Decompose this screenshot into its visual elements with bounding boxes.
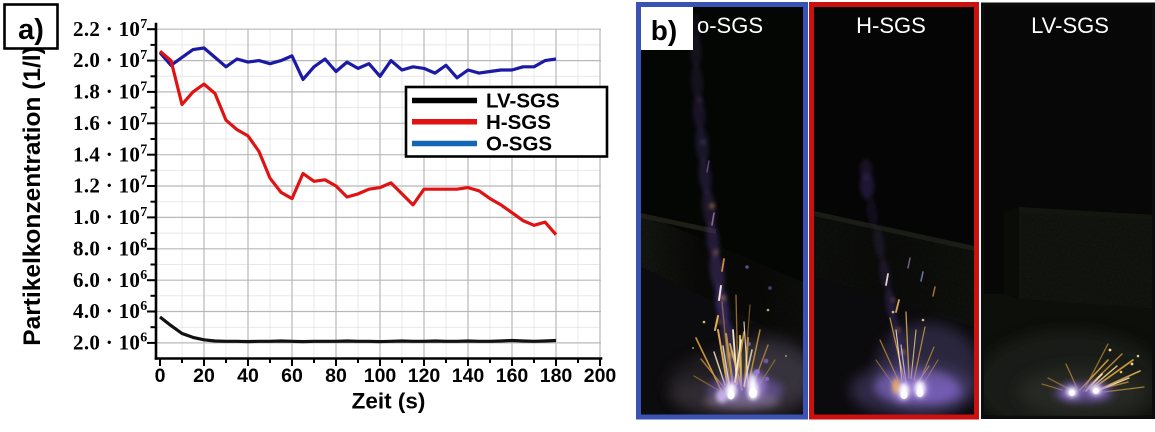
svg-text:1.4 · 107: 1.4 · 107: [73, 142, 147, 166]
svg-text:H-SGS: H-SGS: [856, 13, 926, 38]
svg-text:180: 180: [540, 365, 573, 387]
svg-text:Partikelkonzentration (1/l): Partikelkonzentration (1/l): [19, 46, 46, 346]
svg-text:2.2 · 107: 2.2 · 107: [73, 17, 147, 41]
svg-text:80: 80: [325, 365, 347, 387]
svg-text:120: 120: [408, 365, 441, 387]
svg-text:1.2 · 107: 1.2 · 107: [73, 174, 147, 198]
svg-text:140: 140: [452, 365, 485, 387]
svg-text:LV-SGS: LV-SGS: [486, 90, 560, 113]
svg-text:LV-SGS: LV-SGS: [1031, 13, 1109, 38]
svg-text:2.0 · 107: 2.0 · 107: [73, 48, 147, 72]
svg-text:8.0 · 106: 8.0 · 106: [73, 236, 147, 260]
svg-text:0: 0: [155, 365, 166, 387]
svg-text:100: 100: [364, 365, 397, 387]
svg-text:60: 60: [281, 365, 303, 387]
svg-text:O-SGS: O-SGS: [486, 133, 552, 156]
svg-text:b): b): [651, 15, 677, 46]
svg-text:40: 40: [237, 365, 259, 387]
svg-text:4.0 · 106: 4.0 · 106: [73, 299, 147, 323]
svg-text:1.6 · 107: 1.6 · 107: [73, 111, 147, 135]
svg-text:160: 160: [496, 365, 529, 387]
svg-text:20: 20: [193, 365, 215, 387]
svg-text:Zeit (s): Zeit (s): [352, 389, 426, 414]
svg-text:6.0 · 106: 6.0 · 106: [73, 268, 147, 292]
svg-text:200: 200: [584, 365, 617, 387]
svg-text:H-SGS: H-SGS: [486, 111, 551, 134]
svg-text:1.0 · 107: 1.0 · 107: [73, 205, 147, 229]
svg-text:a): a): [18, 14, 44, 46]
svg-text:o-SGS: o-SGS: [697, 13, 763, 38]
svg-text:2.0 · 106: 2.0 · 106: [73, 331, 147, 355]
svg-text:1.8 · 107: 1.8 · 107: [73, 80, 147, 104]
